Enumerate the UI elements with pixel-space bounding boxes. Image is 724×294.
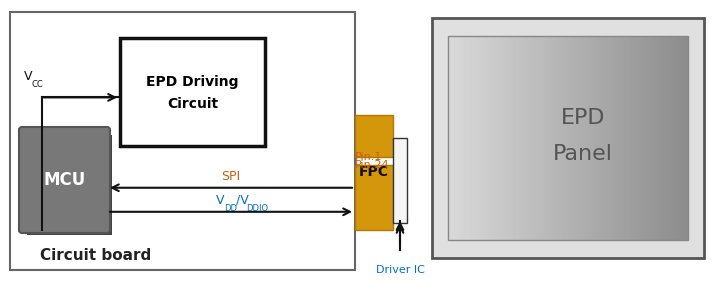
Text: Pin.1: Pin.1 [355,152,382,162]
Bar [355,115,393,157]
Text: EPD: EPD [561,108,605,128]
FancyBboxPatch shape [19,127,110,233]
Text: MCU: MCU [43,171,85,189]
Text: Circuit: Circuit [167,97,218,111]
Bar [393,138,407,223]
Bar [27,135,112,235]
Text: V: V [216,194,224,207]
Text: Pin.24: Pin.24 [355,160,390,170]
Text: DDIO: DDIO [246,204,268,213]
Bar [448,36,688,240]
Text: Driver IC: Driver IC [376,265,424,275]
Text: CC: CC [32,80,43,89]
Bar [120,38,265,146]
Text: EPD Driving: EPD Driving [146,75,239,89]
Text: V: V [24,70,33,83]
Text: Panel: Panel [553,144,613,164]
Bar [10,12,355,270]
Text: SPI: SPI [222,170,240,183]
Bar [355,165,393,230]
Text: FPC: FPC [359,166,389,180]
Bar [432,18,704,258]
Text: /V: /V [236,194,249,207]
Text: Circuit board: Circuit board [40,248,151,263]
Text: DD: DD [224,204,237,213]
